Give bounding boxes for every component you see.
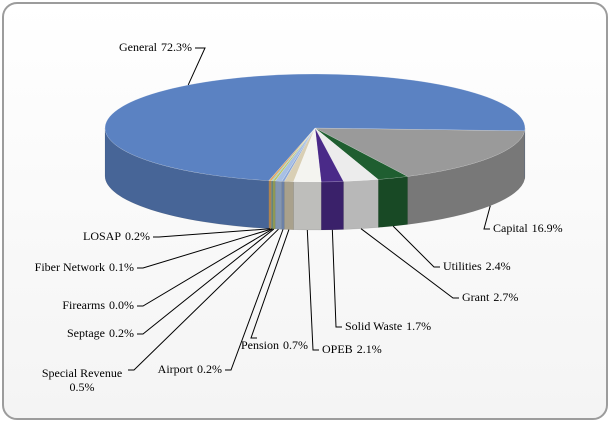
data-label: Fiber Network 0.1%	[35, 260, 134, 274]
value-label: 0.2%	[109, 326, 134, 340]
slice-side	[272, 180, 276, 230]
slice-side	[293, 181, 322, 231]
slice-side	[320, 181, 344, 231]
category-label: Pension	[241, 338, 279, 352]
slice	[314, 127, 344, 183]
value-label: 0.7%	[283, 338, 308, 352]
leader-line	[225, 229, 284, 371]
slice	[314, 127, 526, 177]
slice	[270, 127, 316, 182]
slice	[314, 127, 379, 182]
slice-side	[343, 179, 379, 230]
slice-side	[274, 180, 282, 230]
slice-side	[377, 176, 408, 228]
slice-side	[284, 181, 294, 230]
data-label: Special Revenue 0.5%	[42, 366, 122, 394]
value-label: 2.1%	[357, 342, 382, 356]
slice	[293, 127, 322, 183]
slice	[281, 127, 316, 182]
leader-line	[137, 228, 273, 269]
category-label: Septage	[67, 326, 105, 340]
slice	[272, 127, 316, 182]
value-label: 0.1%	[109, 260, 134, 274]
category-label: Capital	[493, 221, 528, 235]
value-label: 72.3%	[161, 40, 192, 54]
data-label: Pension 0.7%	[241, 338, 308, 352]
category-label: LOSAP	[83, 229, 121, 243]
value-label: 16.9%	[532, 221, 563, 235]
pie-tops	[104, 73, 526, 183]
data-label: Solid Waste 1.7%	[345, 319, 431, 333]
leader-line	[331, 229, 342, 328]
leader-line	[250, 229, 290, 339]
leader-line	[153, 228, 271, 238]
value-label: 0.2%	[197, 362, 222, 376]
value-label: 2.4%	[486, 259, 511, 273]
leader-line	[392, 225, 440, 268]
category-label: Grant	[462, 290, 490, 304]
value-label: 1.7%	[406, 319, 431, 333]
leader-line	[187, 47, 206, 86]
value-label: 0.0%	[109, 298, 134, 312]
data-label: General 72.3%	[119, 40, 192, 54]
value-label: 0.5%	[70, 380, 95, 394]
slice-side	[268, 180, 272, 230]
slice	[283, 127, 316, 182]
leader-line	[137, 228, 275, 335]
category-label: Utilities	[443, 259, 482, 273]
slice	[274, 127, 316, 182]
leader-line	[137, 228, 273, 307]
slice-side	[104, 127, 270, 229]
data-label: OPEB 2.1%	[322, 342, 382, 356]
data-label: Utilities 2.4%	[443, 259, 511, 273]
data-label: Airport 0.2%	[158, 362, 222, 376]
data-label: Grant 2.7%	[462, 290, 518, 304]
data-label: Septage 0.2%	[67, 326, 134, 340]
leader-line	[306, 229, 319, 351]
leader-line	[360, 228, 459, 299]
slice	[268, 127, 316, 182]
category-label: Firearms	[62, 298, 105, 312]
category-label: Fiber Network	[35, 260, 105, 274]
category-label: Solid Waste	[345, 319, 402, 333]
category-label: OPEB	[322, 342, 353, 356]
category-label: Airport	[158, 362, 194, 376]
data-label: LOSAP 0.2%	[83, 229, 150, 243]
data-label: Firearms 0.0%	[62, 298, 134, 312]
labels: Capital 16.9% Utilities 2.4% Grant 2.7% Solid …	[35, 40, 563, 394]
category-label: Special Revenue	[42, 366, 122, 380]
value-label: 2.7%	[493, 290, 518, 304]
slice-side	[281, 181, 285, 230]
category-label: General	[119, 40, 158, 54]
data-label: Capital 16.9%	[493, 221, 563, 235]
value-label: 0.2%	[125, 229, 150, 243]
leader-line	[128, 228, 279, 371]
slice	[314, 127, 409, 180]
leader-line	[483, 205, 491, 230]
